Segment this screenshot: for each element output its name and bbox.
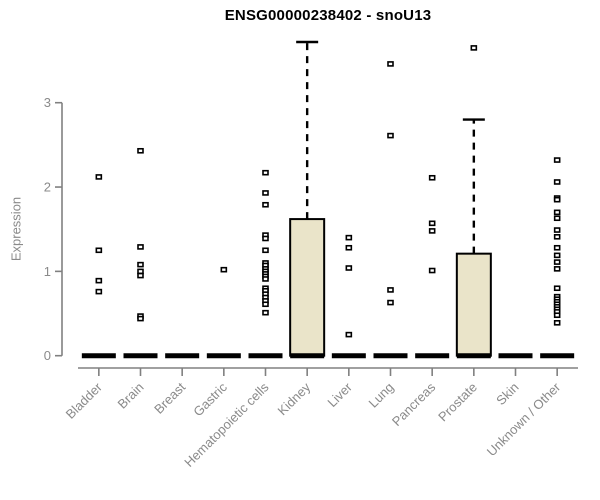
outlier-point (553, 233, 561, 240)
outlier-point (553, 209, 561, 216)
outlier-point (428, 220, 436, 227)
x-category-label: Liver (324, 379, 355, 410)
outlier-point (470, 45, 478, 51)
y-tick-label: 1 (44, 264, 51, 279)
outlier-point (262, 190, 269, 196)
outlier-point (95, 288, 103, 295)
x-category-label: Prostate (435, 380, 480, 425)
outlier-point (553, 244, 561, 251)
outlier-point (262, 201, 269, 208)
outlier-point (262, 301, 269, 308)
x-category-label: Pancreas (389, 379, 439, 429)
y-tick-label: 2 (44, 180, 51, 195)
outlier-point (262, 309, 269, 316)
outlier-point (553, 252, 561, 259)
outlier-point (553, 259, 561, 265)
outlier-point (553, 285, 561, 292)
box (455, 252, 492, 357)
outlier-point (262, 247, 269, 254)
x-category-label: Lung (366, 380, 397, 411)
outlier-point (553, 179, 561, 185)
outlier-point (262, 276, 269, 282)
outlier-point (553, 215, 561, 222)
outlier-point (137, 261, 144, 268)
x-category-label: Breast (151, 379, 188, 416)
outlier-point (387, 61, 394, 67)
outlier-point (428, 174, 436, 181)
outlier-point (553, 157, 561, 163)
outlier-point (345, 265, 353, 271)
outlier-point (553, 196, 561, 203)
outlier-point (137, 147, 144, 154)
x-category-label: Kidney (275, 379, 314, 418)
outlier-point (137, 272, 144, 279)
outlier-point (553, 320, 561, 326)
x-category-label: Unknown / Other (484, 379, 564, 459)
outlier-point (262, 235, 269, 242)
outlier-point (553, 227, 561, 233)
outlier-point (387, 132, 394, 139)
outlier-point (220, 266, 228, 273)
outlier-point (137, 268, 144, 275)
chart-title: ENSG00000238402 - snoU13 (224, 7, 432, 24)
outlier-point (345, 234, 353, 241)
outlier-point (137, 315, 144, 322)
outlier-point (553, 312, 561, 319)
x-category-label: Brain (115, 380, 147, 412)
outlier-point (387, 299, 394, 306)
outlier-point (345, 331, 353, 338)
outlier-point (95, 247, 103, 254)
outlier-point (95, 174, 103, 180)
outlier-point (137, 244, 144, 250)
y-tick-label: 0 (44, 348, 51, 363)
outlier-point (428, 228, 436, 234)
outlier-point (345, 244, 353, 251)
outlier-point (387, 287, 394, 293)
x-category-label: Skin (493, 380, 521, 408)
outlier-point (262, 169, 269, 176)
outlier-point (553, 266, 561, 272)
box (289, 218, 326, 357)
outlier-point (95, 277, 103, 284)
outlier-point (428, 267, 436, 274)
x-category-label: Bladder (63, 379, 106, 422)
x-category-label: Gastric (190, 379, 230, 419)
y-tick-label: 3 (44, 95, 51, 110)
